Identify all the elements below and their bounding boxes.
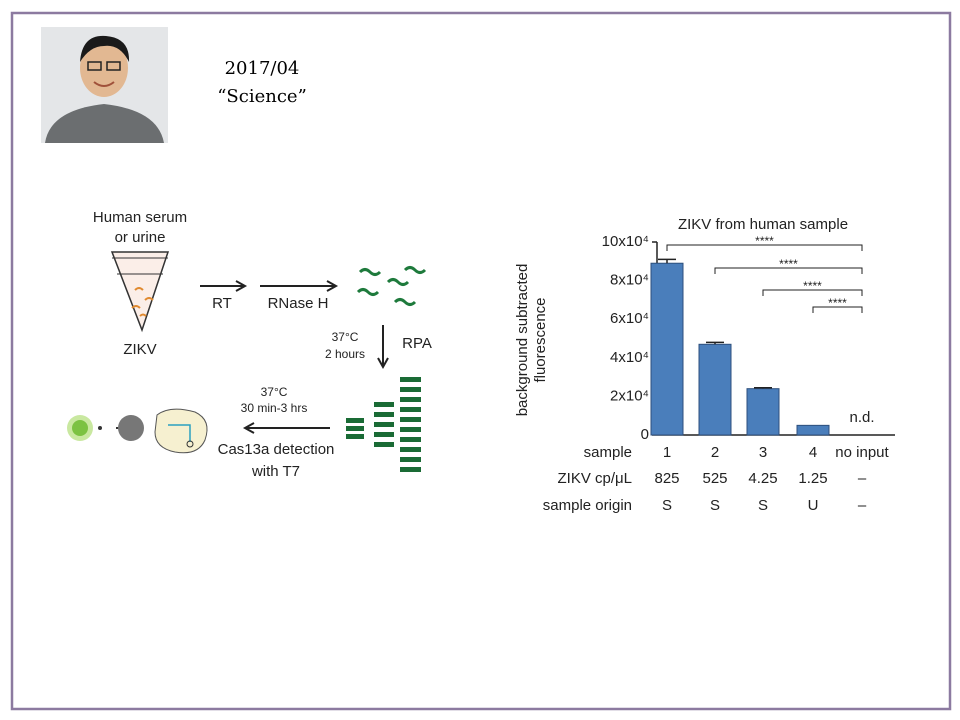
x-tick-label: 1 — [663, 444, 671, 461]
y-tick-label: 0 — [641, 426, 649, 443]
row-value: 4.25 — [748, 470, 777, 487]
y-tick-label: 2x10⁴ — [610, 387, 649, 404]
row-value: S — [758, 497, 768, 514]
significance-label: **** — [803, 279, 822, 293]
bar — [796, 424, 830, 436]
diagram: Human serum or urine ZIKV RT RNase H 37°… — [67, 209, 432, 480]
diagram-label: 2 hours — [325, 347, 365, 361]
bar — [650, 262, 684, 436]
error-bar — [658, 258, 676, 264]
row-value: – — [858, 497, 867, 514]
y-tick-label: 6x10⁴ — [610, 310, 649, 327]
significance-label: **** — [755, 234, 774, 248]
y-tick-label: 10x10⁴ — [602, 233, 649, 250]
row-label: ZIKV cp/μL — [557, 470, 632, 487]
value-label: n.d. — [849, 409, 874, 426]
error-bar — [754, 386, 772, 389]
significance-bracket — [666, 244, 863, 251]
x-tick-label: 2 — [711, 444, 719, 461]
chart-title: ZIKV from human sample — [678, 216, 848, 233]
x-tick-label: 4 — [809, 444, 817, 461]
bar — [698, 343, 732, 436]
bar — [746, 388, 780, 436]
row-value: 825 — [654, 470, 679, 487]
x-axis-label: sample — [584, 444, 632, 461]
y-tick-label: 4x10⁴ — [610, 349, 649, 366]
significance-bracket — [762, 289, 863, 296]
journal: “Science” — [217, 86, 307, 107]
diagram-label: ZIKV — [123, 341, 156, 358]
diagram-label: with T7 — [251, 463, 300, 480]
significance-label: **** — [828, 296, 847, 310]
y-axis-label: background subtracted — [514, 264, 531, 417]
diagram-label: or urine — [115, 229, 166, 246]
row-value: S — [710, 497, 720, 514]
diagram-label: Cas13a detection — [218, 441, 335, 458]
x-tick-label: 3 — [759, 444, 767, 461]
diagram-label: RPA — [402, 335, 432, 352]
diagram-label: 30 min-3 hrs — [241, 401, 308, 415]
row-label: sample origin — [543, 497, 632, 514]
row-value: 525 — [702, 470, 727, 487]
significance-bracket — [714, 267, 863, 274]
y-tick-label: 8x10⁴ — [610, 272, 649, 289]
slide-border — [10, 11, 952, 711]
significance-bracket — [812, 306, 863, 313]
row-value: 1.25 — [798, 470, 827, 487]
y-axis-label: fluorescence — [532, 297, 549, 382]
row-value: U — [808, 497, 819, 514]
diagram-label: RNase H — [268, 295, 329, 312]
diagram-label: 37°C — [332, 330, 359, 344]
diagram-label: Human serum — [93, 209, 187, 226]
diagram-label: RT — [212, 295, 232, 312]
error-bar — [706, 341, 724, 345]
date: 2017/04 — [225, 58, 300, 79]
row-value: – — [858, 470, 867, 487]
x-tick-label: no input — [835, 444, 889, 461]
diagram-label: 37°C — [261, 385, 288, 399]
significance-label: **** — [779, 257, 798, 271]
row-value: S — [662, 497, 672, 514]
portrait — [41, 27, 168, 143]
